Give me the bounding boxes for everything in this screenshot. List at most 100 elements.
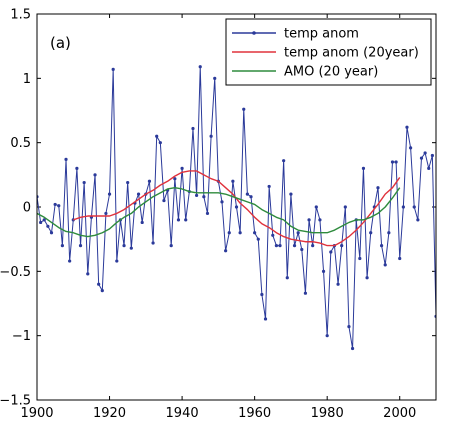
data-point [379,244,384,248]
data-point [427,166,431,170]
data-point [423,151,427,155]
data-point [234,205,239,209]
data-point [86,272,90,276]
data-point [205,211,210,216]
data-point [260,292,264,297]
data-point [405,125,409,129]
data-point [347,325,351,329]
x-tick-label: 1940 [166,406,199,421]
data-point [267,184,271,189]
data-point [285,276,289,280]
data-point [195,193,199,198]
data-point [311,244,315,248]
data-point [314,205,318,209]
x-tick-label: 2000 [383,406,416,421]
panel-label: (a) [50,34,71,52]
data-point [53,202,57,207]
data-point [155,134,159,138]
data-point [387,231,391,235]
y-tick-label: 1.5 [10,8,31,23]
data-point [383,263,387,267]
data-point [126,180,130,185]
data-point [180,166,184,170]
data-point [97,282,101,286]
data-point [209,134,213,138]
data-point [60,244,64,248]
data-point [340,244,344,248]
data-point [198,65,202,69]
data-point [253,231,257,235]
data-point [49,231,54,235]
x-tick-label: 1900 [20,406,53,421]
data-point [245,192,249,196]
data-point [419,156,424,160]
data-point [122,244,126,248]
data-point [409,146,413,150]
series-layer [37,65,436,351]
x-tick-label: 1920 [93,406,126,421]
data-point [325,334,329,338]
data-point [376,186,380,190]
data-point [213,76,217,80]
x-tick-label: 1960 [238,406,271,421]
data-point [321,269,326,273]
data-point [307,218,311,222]
data-point [64,157,68,161]
data-point [303,291,308,295]
data-point [336,282,340,286]
data-point [115,259,119,263]
data-point [162,198,166,203]
data-point [249,195,253,199]
data-point [100,289,104,293]
data-point [271,233,275,237]
data-point [242,107,246,111]
data-point [220,200,224,204]
data-point [147,179,152,183]
data-point [358,256,362,261]
data-point [401,205,405,209]
data-point [238,231,242,235]
plot-frame [36,13,437,401]
data-point [39,220,43,225]
data-point [151,241,155,245]
data-point [129,246,133,250]
legend-label: temp anom [284,27,359,42]
y-tick-label: 1 [23,72,31,87]
legend-entry: temp anom [232,27,359,42]
data-point [369,231,373,235]
data-point [57,204,61,208]
data-point [173,177,177,181]
data-point [350,346,355,351]
data-point [263,317,268,321]
data-point [278,244,282,248]
data-point [343,205,347,209]
data-point [296,231,300,235]
data-point [169,244,173,248]
data-point [42,218,46,222]
data-point [398,256,402,261]
data-point [256,237,260,241]
data-point [289,192,293,196]
data-point [140,220,144,225]
legend-marker [252,31,256,35]
data-point [231,179,235,183]
data-point [82,180,86,185]
data-point [184,218,188,222]
data-point [300,247,304,252]
data-point [292,244,297,248]
data-point [318,218,322,222]
data-point [68,259,72,263]
data-point [412,205,416,209]
data-point [75,166,79,170]
data-point [158,141,162,145]
series-2 [37,186,401,238]
data-point [329,250,333,254]
data-point [136,192,141,196]
data-point [104,211,108,216]
data-point [416,218,420,222]
data-point [394,160,398,164]
data-point [361,166,366,170]
data-point [430,153,434,158]
data-point [111,67,115,71]
